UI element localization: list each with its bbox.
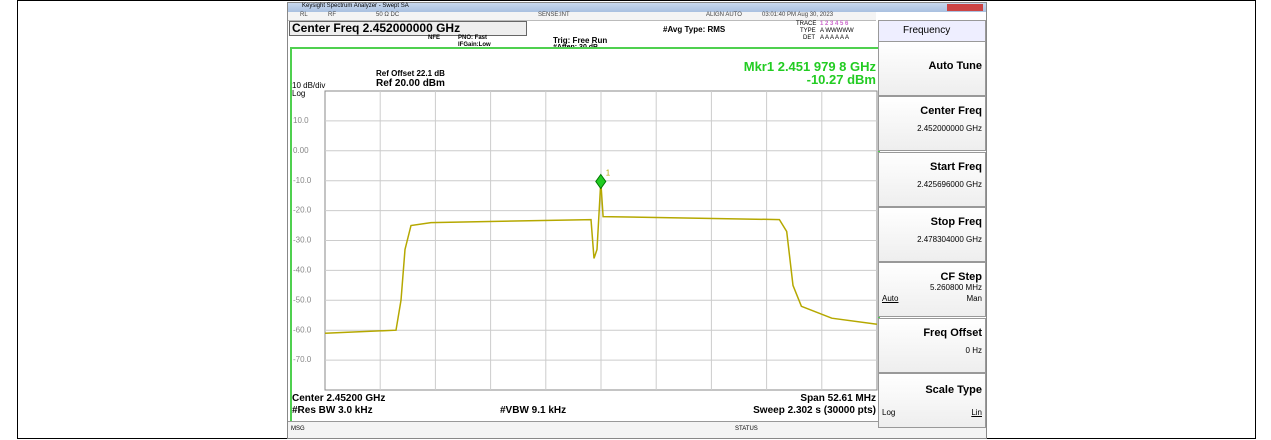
ref-level: Ref 20.00 dBm (376, 78, 445, 89)
softkey-option: Lin (971, 407, 982, 417)
softkey[interactable]: Scale Type Log Lin (878, 372, 986, 428)
ifgain: IFGain:Low (458, 42, 491, 48)
softkey[interactable]: Stop Freq 2.478304000 GHz (878, 206, 986, 262)
softkey-option: Log (882, 407, 896, 417)
status-bar: MSG STATUS (288, 421, 986, 438)
status-row: RL RF 50 Ω DC SENSE:INT ALIGN AUTO 03:01:40 P… (288, 12, 876, 21)
status-item: SENSE:INT (538, 12, 570, 18)
pno: PNO: Fast (458, 35, 488, 41)
softkey-label: CF Step (940, 271, 982, 284)
trig: Trig: Free Run (553, 36, 608, 45)
softkey-option: Auto (882, 294, 899, 304)
status-item: 03:01:40 PM Aug 30, 2023 (762, 12, 834, 18)
msg: MSG (291, 426, 305, 432)
trace-label: TRACE (796, 21, 817, 27)
center-freq: Center Freq 2.452000000 GHz (292, 21, 461, 35)
window-controls[interactable] (947, 4, 983, 11)
center-label: Center 2.45200 GHz (292, 393, 386, 404)
window-title: Keysight Spectrum Analyzer - Swept SA (302, 3, 409, 9)
softkey-value: 5.260800 MHz (929, 283, 982, 293)
span-label: Span 52.61 MHz (800, 393, 876, 404)
softkey-value: 2.425696000 GHz (917, 179, 982, 189)
title-bar: Keysight Spectrum Analyzer - Swept SA (288, 3, 986, 12)
softkey[interactable]: Center Freq 2.452000000 GHz (878, 96, 986, 152)
menu-title: Frequency (903, 25, 951, 36)
status-item: ALIGN AUTO (706, 12, 742, 18)
softkey-label: Stop Freq (930, 215, 982, 228)
rbw: #Res BW 3.0 kHz (292, 405, 373, 416)
type-value: A WWWWW (820, 28, 854, 34)
center-freq-box (289, 21, 527, 36)
plot-area (290, 47, 880, 423)
softkey-label: Center Freq (920, 105, 982, 118)
softkey[interactable]: Freq Offset 0 Hz (878, 317, 986, 373)
type-label: TYPE (800, 28, 816, 34)
softkey-value: 0 Hz (965, 345, 982, 355)
softkey[interactable]: Auto Tune (878, 41, 986, 96)
trace-nums: 1 2 3 4 5 6 (820, 21, 849, 27)
softkey[interactable]: Start Freq 2.425696000 GHz (878, 151, 986, 207)
ref-offset: Ref Offset 22.1 dB (376, 69, 445, 78)
status: STATUS (735, 426, 758, 432)
screenshot: Keysight Spectrum Analyzer - Swept SA RL… (287, 2, 987, 439)
avg-type: #Avg Type: RMS (663, 25, 726, 34)
menu-title-box: Frequency (878, 20, 986, 42)
softkey-label: Scale Type (925, 383, 982, 396)
marker-freq: Mkr1 2.451 979 8 GHz (743, 59, 876, 74)
marker-level: -10.27 dBm (806, 72, 876, 87)
det-label: DET (803, 35, 815, 41)
softkey-label: Freq Offset (923, 326, 982, 339)
softkey-label: Auto Tune (928, 60, 982, 72)
det-value: A A A A A A (820, 35, 850, 41)
status-item: 50 Ω DC (376, 12, 400, 18)
nfe: NFE (428, 35, 440, 41)
softkey-option: Man (966, 294, 982, 304)
softkey-value: 2.478304000 GHz (917, 234, 982, 244)
scale: 10 dB/div (292, 81, 326, 90)
softkey-label: Start Freq (930, 160, 982, 173)
status-item: RL (300, 12, 308, 18)
sweep: Sweep 2.302 s (30000 pts) (753, 405, 876, 416)
scale-type: Log (292, 89, 306, 98)
status-item: RF (328, 12, 336, 18)
softkey-value: 2.452000000 GHz (917, 124, 982, 134)
vbw: #VBW 9.1 kHz (500, 405, 567, 416)
softkey[interactable]: CF Step 5.260800 MHz Auto Man (878, 262, 986, 318)
